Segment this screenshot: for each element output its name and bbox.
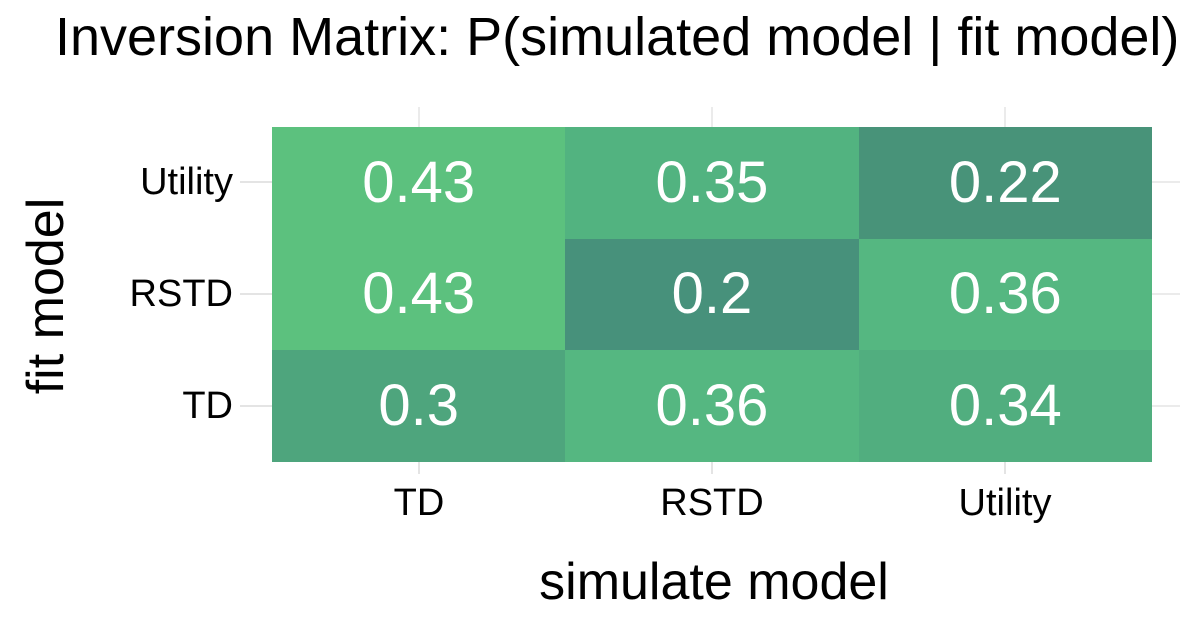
heatmap-cell-utility-utility: 0.22 [858,127,1152,239]
gridline-right-row-2 [1152,293,1180,295]
cell-value: 0.34 [948,373,1062,439]
heatmap-cell-utility-td: 0.43 [272,127,566,239]
y-axis-tick-3 [240,405,272,407]
chart-title: Inversion Matrix: P(simulated model | fi… [55,7,1180,67]
x-axis-tick-3 [1004,462,1006,474]
cell-value: 0.3 [378,373,459,439]
y-axis-tick-2 [240,293,272,295]
x-tick-label-rstd: RSTD [660,482,764,524]
gridline-top-col-1 [418,107,420,127]
x-tick-label-td: TD [393,482,445,524]
heatmap-cell-rstd-utility: 0.36 [858,238,1152,351]
y-tick-label-utility: Utility [140,160,233,203]
y-axis-tick-1 [240,181,272,183]
heatmap-cell-td-rstd: 0.36 [565,350,859,462]
cell-value: 0.36 [948,261,1062,327]
cell-value: 0.43 [362,149,476,215]
x-axis-tick-2 [711,462,713,474]
cell-value: 0.43 [362,261,476,327]
heatmap-cell-rstd-td: 0.43 [272,238,566,351]
y-tick-label-td: TD [182,384,233,427]
heatmap-grid: 0.43 0.35 0.22 0.43 0.2 0.36 0.3 0.36 0.… [272,127,1152,462]
gridline-top-col-2 [711,107,713,127]
gridline-right-row-3 [1152,405,1180,407]
heatmap-cell-rstd-rstd: 0.2 [565,238,859,351]
cell-value: 0.35 [655,149,769,215]
gridline-right-row-1 [1152,181,1180,183]
cell-value: 0.2 [671,261,753,327]
heatmap-cell-td-td: 0.3 [272,350,566,462]
cell-value: 0.22 [948,149,1062,215]
x-axis-title: simulate model [539,553,889,611]
heatmap-cell-utility-rstd: 0.35 [565,127,859,239]
heatmap-cell-td-utility: 0.34 [858,350,1152,462]
y-tick-label-rstd: RSTD [129,272,233,315]
x-tick-label-utility: Utility [958,482,1052,524]
gridline-top-col-3 [1004,107,1006,127]
x-axis-tick-1 [418,462,420,474]
cell-value: 0.36 [655,373,769,439]
